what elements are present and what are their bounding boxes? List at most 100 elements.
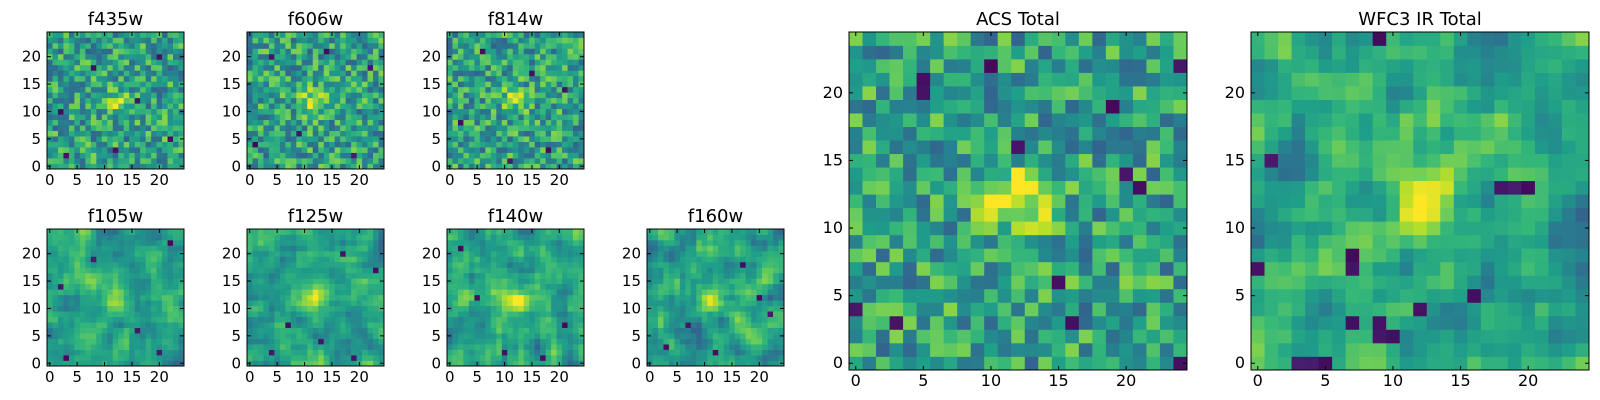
heatmap-cell <box>301 114 308 121</box>
heatmap-cell <box>167 333 174 339</box>
heatmap-cell <box>156 239 163 246</box>
heatmap-cell <box>345 327 352 334</box>
heatmap-cell <box>151 32 157 38</box>
heatmap-cell <box>474 158 481 164</box>
heatmap-cell <box>145 305 152 312</box>
heatmap-cell <box>463 229 470 235</box>
heatmap-cell <box>263 267 270 274</box>
heatmap-cell <box>74 355 81 361</box>
heatmap-cell <box>47 239 53 246</box>
heatmap-cell <box>468 327 475 334</box>
heatmap-cell <box>57 81 64 88</box>
heatmap-cell <box>318 333 325 339</box>
heatmap-cell <box>496 92 503 99</box>
heatmap-cell <box>578 103 585 110</box>
heatmap-cell <box>474 37 481 44</box>
heatmap-cell <box>296 103 303 110</box>
heatmap-cell <box>751 278 757 285</box>
heatmap-cell <box>151 245 157 252</box>
heatmap-cell <box>334 294 341 301</box>
heatmap-cell <box>534 294 541 301</box>
heatmap-cell <box>68 261 75 268</box>
heatmap-cell <box>545 344 552 350</box>
heatmap-cell <box>247 261 253 268</box>
heatmap-cell <box>573 261 579 268</box>
heatmap-cell <box>556 75 563 82</box>
heatmap-cell <box>162 37 168 44</box>
heatmap-cell <box>323 119 330 126</box>
heatmap-cell <box>296 97 303 104</box>
heatmap-cell <box>1024 221 1039 236</box>
heatmap-cell <box>668 239 675 246</box>
heatmap-cell <box>129 349 136 356</box>
heatmap-cell <box>690 245 697 252</box>
heatmap-cell <box>723 316 730 323</box>
heatmap-cell <box>323 75 330 82</box>
heatmap-cell <box>85 250 92 257</box>
heatmap-cell <box>556 294 563 301</box>
heatmap-cell <box>712 272 719 279</box>
heatmap-cell <box>457 333 464 339</box>
heatmap-cell <box>479 97 486 104</box>
heatmap-cell <box>285 70 292 77</box>
heatmap-cell <box>151 327 157 334</box>
heatmap-cell <box>729 239 736 246</box>
heatmap-cell <box>701 289 708 296</box>
heatmap-cell <box>307 272 314 279</box>
heatmap-cell <box>68 322 75 328</box>
heatmap-cell <box>329 114 336 121</box>
heatmap-cell <box>1132 234 1147 249</box>
heatmap-cell <box>63 32 70 38</box>
heatmap-cell <box>167 355 174 361</box>
heatmap-cell <box>507 152 514 159</box>
heatmap-cell <box>173 333 179 339</box>
heatmap-cell <box>362 349 368 356</box>
x-tick-label: 0 <box>445 368 455 386</box>
heatmap-cell <box>101 108 108 115</box>
heatmap-cell <box>57 283 64 290</box>
heatmap-cell <box>285 92 292 99</box>
heatmap-cell <box>452 327 459 334</box>
heatmap-cell <box>668 278 675 285</box>
heatmap-cell <box>556 53 563 60</box>
heatmap-cell <box>556 316 563 323</box>
heatmap-cell <box>52 333 59 339</box>
heatmap-cell <box>1105 167 1120 182</box>
heatmap-cell <box>551 305 557 312</box>
heatmap-cell <box>1011 356 1026 371</box>
heatmap-cell <box>523 322 530 328</box>
heatmap-cell <box>468 92 475 99</box>
heatmap-cell <box>279 278 286 285</box>
heatmap-cell <box>556 344 563 350</box>
heatmap-cell <box>79 289 86 296</box>
heatmap-cell <box>345 108 352 115</box>
heatmap-cell <box>145 239 152 246</box>
heatmap-cell <box>134 70 141 77</box>
heatmap-cell <box>551 108 557 115</box>
heatmap-cell <box>257 256 264 263</box>
heatmap-cell <box>356 239 363 246</box>
heatmap-cell <box>540 322 546 328</box>
heatmap-cell <box>312 239 319 246</box>
heatmap-cell <box>540 81 546 88</box>
heatmap-cell <box>312 250 319 257</box>
heatmap-cell <box>523 267 530 274</box>
heatmap-cell <box>657 234 664 241</box>
heatmap-cell <box>523 245 530 252</box>
heatmap-cell <box>323 245 330 252</box>
heatmap-cell <box>373 322 379 328</box>
heatmap-cell <box>1024 180 1039 195</box>
heatmap-cell <box>957 315 972 330</box>
heatmap-cell <box>862 356 877 371</box>
heatmap-cell <box>112 338 119 345</box>
heatmap-cell <box>652 300 659 307</box>
heatmap-cell <box>268 32 275 38</box>
heatmap-cell <box>63 300 70 307</box>
heatmap-cell <box>1065 329 1080 344</box>
heatmap-cell <box>523 53 530 60</box>
heatmap-cell <box>123 360 130 367</box>
heatmap-cell <box>457 59 464 66</box>
heatmap-cell <box>279 272 286 279</box>
heatmap-cell <box>140 70 146 77</box>
heatmap-cell <box>463 300 470 307</box>
